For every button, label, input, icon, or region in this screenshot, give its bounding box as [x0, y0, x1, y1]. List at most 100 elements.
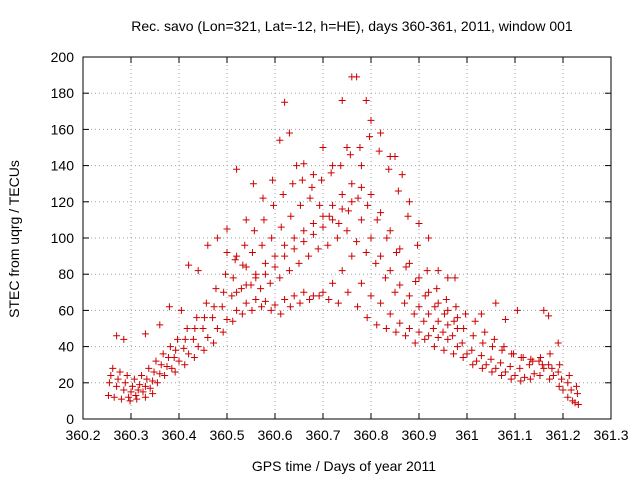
data-point — [132, 391, 140, 399]
data-point — [117, 395, 125, 403]
data-point — [306, 296, 314, 304]
data-point — [412, 277, 420, 285]
data-point — [386, 227, 394, 235]
data-point — [559, 386, 567, 394]
data-point — [546, 350, 554, 358]
data-point — [270, 201, 278, 209]
data-point — [204, 334, 212, 342]
data-point — [459, 353, 467, 361]
data-point — [134, 386, 142, 394]
data-point — [344, 288, 352, 296]
data-point — [357, 162, 365, 170]
data-point — [222, 270, 230, 278]
data-point — [295, 259, 303, 267]
data-point — [362, 248, 370, 256]
data-point — [281, 252, 289, 260]
data-point — [238, 310, 246, 318]
data-point — [181, 361, 189, 369]
data-point — [521, 373, 529, 381]
data-point — [229, 317, 237, 325]
data-point — [141, 382, 149, 390]
data-point — [290, 234, 298, 242]
data-point — [149, 377, 157, 385]
data-point — [152, 357, 160, 365]
data-point — [279, 191, 287, 199]
data-point — [478, 364, 486, 372]
data-point — [281, 241, 289, 249]
data-point — [250, 227, 258, 235]
data-point — [133, 395, 141, 403]
data-point — [107, 372, 115, 380]
data-point — [501, 315, 509, 323]
data-point — [343, 227, 351, 235]
data-point — [555, 382, 563, 390]
data-point — [425, 288, 433, 296]
data-point — [258, 303, 266, 311]
data-point — [159, 350, 167, 358]
x-tick-label: 361.1 — [497, 427, 532, 443]
data-point — [194, 267, 202, 275]
data-point — [558, 375, 566, 383]
data-point — [267, 306, 275, 314]
data-point — [285, 129, 293, 137]
data-point — [444, 274, 452, 282]
data-point — [166, 343, 174, 351]
x-tick-label: 360.4 — [161, 427, 196, 443]
data-point — [285, 267, 293, 275]
x-tick-label: 360.7 — [305, 427, 340, 443]
data-point — [329, 216, 337, 224]
data-point — [375, 147, 383, 155]
data-point — [210, 303, 218, 311]
data-point — [402, 263, 410, 271]
x-tick-label: 360.6 — [257, 427, 292, 443]
data-point — [333, 234, 341, 242]
data-point — [526, 375, 534, 383]
data-point — [405, 198, 413, 206]
data-point — [511, 372, 519, 380]
data-point — [425, 332, 433, 340]
data-point — [218, 303, 226, 311]
data-point — [356, 144, 364, 151]
data-point — [506, 363, 514, 371]
data-point — [549, 372, 557, 380]
data-point — [481, 328, 489, 336]
data-point — [242, 263, 250, 271]
data-point — [338, 191, 346, 199]
data-point — [477, 352, 485, 360]
data-point — [519, 353, 527, 361]
data-point — [290, 292, 298, 300]
data-point — [385, 165, 393, 173]
data-point — [223, 315, 231, 323]
data-point — [125, 393, 133, 401]
data-point — [126, 397, 134, 405]
data-point — [168, 364, 176, 372]
data-point — [296, 201, 304, 209]
data-point — [415, 328, 423, 336]
data-point — [391, 288, 399, 296]
data-point — [338, 267, 346, 275]
data-point — [116, 368, 124, 376]
data-point — [127, 388, 135, 396]
data-point — [434, 267, 442, 275]
x-tick-label: 360.2 — [65, 427, 100, 443]
data-point — [300, 160, 308, 168]
data-point — [444, 321, 452, 329]
data-point — [492, 299, 500, 307]
data-point — [200, 346, 208, 354]
data-point — [327, 169, 335, 177]
data-point — [382, 325, 390, 332]
y-tick-label: 140 — [51, 158, 75, 174]
data-point — [567, 386, 575, 394]
data-point — [450, 350, 458, 358]
data-point — [293, 162, 301, 170]
data-point — [538, 361, 546, 369]
data-point — [146, 384, 154, 392]
data-point — [525, 361, 533, 369]
data-point — [338, 96, 346, 104]
data-point — [572, 382, 580, 390]
data-point — [289, 180, 297, 188]
y-tick-label: 80 — [58, 266, 74, 282]
data-point — [479, 339, 487, 347]
data-point — [453, 325, 461, 332]
data-point — [174, 335, 182, 343]
